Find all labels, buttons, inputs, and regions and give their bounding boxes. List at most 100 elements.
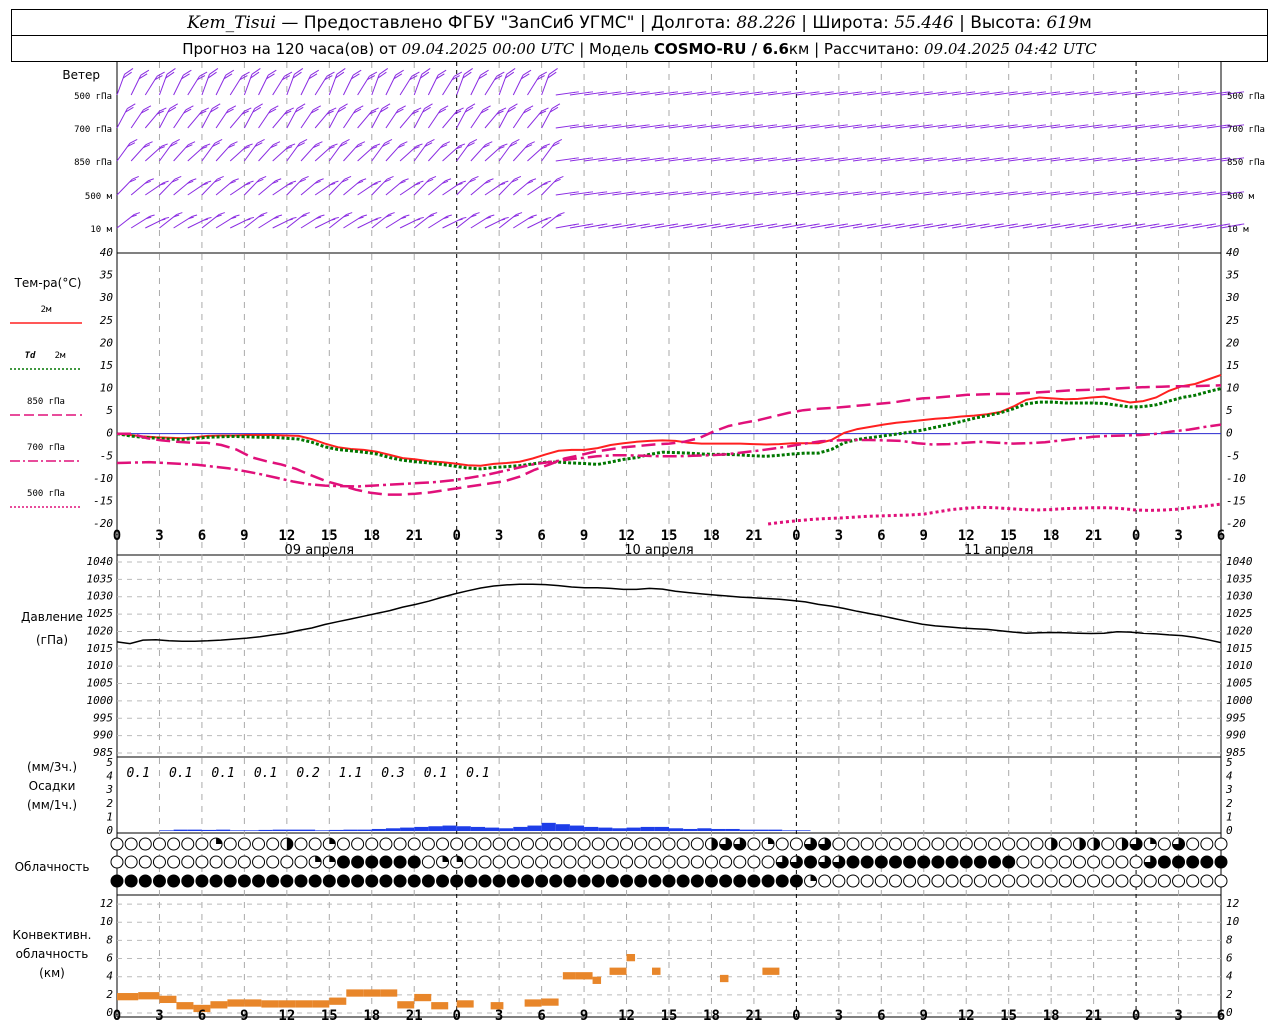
wind-barb-flag <box>527 141 535 146</box>
cloud-symbol <box>195 855 209 869</box>
wind-barb-flag <box>414 182 421 186</box>
cloud-symbols <box>110 837 1228 888</box>
wind-barb-flag <box>266 73 275 80</box>
cloud-symbol <box>818 874 832 888</box>
cloud-symbol <box>237 855 251 869</box>
wind-barb-flag <box>480 108 489 114</box>
wind-barb-flag <box>129 178 137 183</box>
model-label: | Модель <box>574 40 654 58</box>
cloud-symbol-fill <box>309 875 322 887</box>
precip-tick-label-right: 3 <box>1225 783 1233 796</box>
pressure-tick-label-right: 990 <box>1226 729 1246 742</box>
x-tick-label-conv: 0 <box>452 1008 460 1024</box>
temp-tick-label-left: 25 <box>100 314 113 327</box>
cloud-symbol <box>436 837 450 851</box>
wind-level-label-left: 500 м <box>85 192 113 202</box>
cloud-symbol-fill <box>790 875 803 887</box>
precip-bar <box>400 827 415 831</box>
temp-tick-label-left: 10 <box>100 382 114 395</box>
cloud-symbol <box>719 855 733 869</box>
wind-barb-flag <box>499 182 506 186</box>
cloud-symbol-fill <box>1079 838 1086 850</box>
wind-barb-flag <box>463 67 473 75</box>
cloud-symbol <box>917 837 931 851</box>
conv-bar <box>456 1000 474 1008</box>
header-forecast-row: Прогноз на 120 часа(ов) от 09.04.2025 00… <box>11 35 1268 62</box>
cloud-symbol-fill <box>493 875 506 887</box>
wind-barb-flag <box>355 105 364 111</box>
cloud-symbol-fill <box>442 856 449 862</box>
pressure-tick-label-left: 1000 <box>87 694 114 707</box>
date-label: 10 апреля <box>624 543 694 558</box>
wind-barb-flag <box>437 69 447 76</box>
x-tick-label-conv: 3 <box>495 1008 503 1024</box>
precip-bar <box>725 828 740 831</box>
wind-barb-flag <box>543 143 551 147</box>
wind-barb-flag <box>292 216 297 219</box>
wind-barb-flag <box>467 142 475 147</box>
wind-barb-flag <box>504 216 509 219</box>
cloud-symbol <box>124 837 138 851</box>
precip-bar <box>301 829 316 831</box>
conv-bar <box>329 997 347 1005</box>
cloud-symbol <box>1058 855 1072 869</box>
temp-tick-label-right: -10 <box>1226 472 1246 485</box>
x-tick-label-conv: 9 <box>920 1008 928 1024</box>
legend-label: 2м <box>41 305 52 315</box>
wind-barb-flag <box>230 141 238 146</box>
wind-barb-flag <box>409 75 418 81</box>
precip-title: Осадки <box>29 779 76 793</box>
cloud-symbol-fill <box>507 875 520 887</box>
cloud-symbol <box>464 855 478 869</box>
wind-barb-flag <box>420 71 430 79</box>
wind-barb-flag <box>254 103 263 110</box>
cloud-symbol <box>450 837 464 851</box>
wind-barb-flag <box>385 214 392 218</box>
wind-barb-flag <box>294 67 304 75</box>
wind-barb-flag <box>315 141 323 146</box>
temp-tick-label-right: 20 <box>1226 336 1240 349</box>
precip-bar <box>654 826 669 831</box>
wind-barb-flag <box>140 108 149 114</box>
wind-barb-flag <box>451 75 460 81</box>
wind-barb-flag <box>416 218 421 221</box>
date-label: 11 апреля <box>964 543 1034 558</box>
x-tick-label-temp: 21 <box>1085 528 1102 544</box>
wind-barb-flag <box>156 71 165 77</box>
cloud-symbol <box>789 837 803 851</box>
forecast-label: Прогноз на 120 часа(ов) от <box>182 40 402 58</box>
cloud-symbol-fill <box>224 875 237 887</box>
wind-barb-flag <box>551 103 561 110</box>
wind-barb-flag <box>469 139 478 144</box>
x-tick-label-conv: 3 <box>155 1008 163 1024</box>
cloud-symbol <box>662 837 676 851</box>
wind-barb-flag <box>536 75 545 81</box>
wind-barb-flag <box>373 143 381 147</box>
wind-barb-flag <box>192 214 198 217</box>
wind-barb-flag <box>438 108 447 114</box>
cloud-symbol <box>1072 855 1086 869</box>
wind-barb-flag <box>241 110 249 115</box>
precip-bar <box>385 828 401 831</box>
wind-barb-flag <box>351 73 360 80</box>
x-tick-label-conv: 18 <box>1043 1008 1060 1024</box>
x-tick-label-temp: 15 <box>321 528 338 544</box>
cloud-symbol <box>634 837 648 851</box>
wind-barb-flag <box>313 105 321 111</box>
wind-barb-flag <box>149 214 155 217</box>
x-tick-label-conv: 6 <box>1217 1008 1225 1024</box>
wind-barb-flag <box>227 144 236 149</box>
wind-barb-flag <box>232 178 239 182</box>
cloud-symbol <box>860 874 874 888</box>
cloud-symbol-fill <box>379 875 392 887</box>
wind-barb-flag <box>299 139 308 144</box>
calc-label: | Рассчитано: <box>809 40 924 58</box>
wind-barb-flag <box>207 216 212 219</box>
temp-tick-label-left: -5 <box>100 449 113 462</box>
cloud-symbol-fill <box>521 875 534 887</box>
wind-barb-flag <box>215 214 222 218</box>
wind-barb-flag <box>339 142 348 147</box>
cloud-symbol <box>733 855 747 869</box>
wind-barb-flag <box>250 71 260 79</box>
cloud-symbol <box>252 837 266 851</box>
